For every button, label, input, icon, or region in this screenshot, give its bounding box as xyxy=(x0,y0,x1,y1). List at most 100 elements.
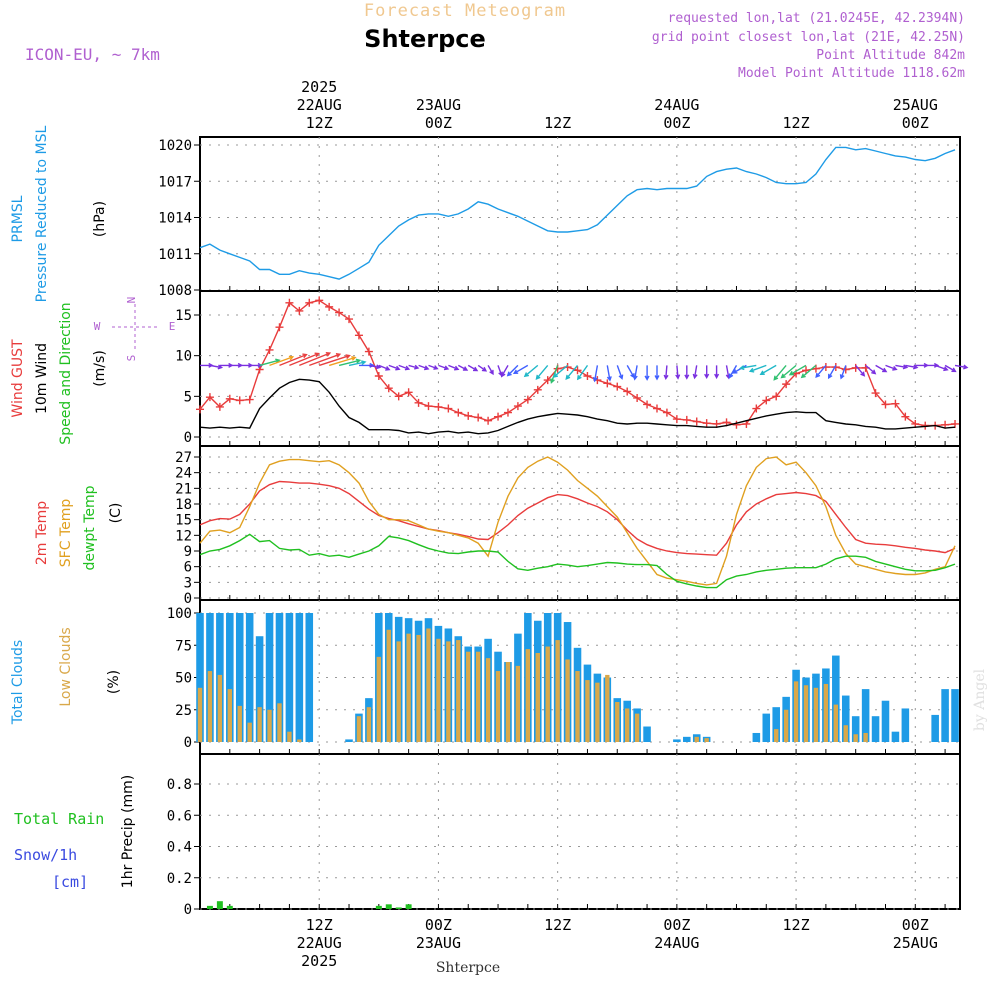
total-clouds-bar xyxy=(901,708,910,742)
temperature-ytick-label: 24 xyxy=(175,466,192,482)
temperature-ytick-label: 21 xyxy=(175,481,192,497)
total-clouds-bar xyxy=(235,613,244,742)
total-clouds-bar xyxy=(752,732,761,742)
low-clouds-bar xyxy=(247,722,252,742)
wind-direction-arrow xyxy=(748,364,767,373)
gust-marker xyxy=(295,306,304,315)
wind-direction-arrow xyxy=(328,356,357,367)
bottom-time-label: 12Z xyxy=(783,916,810,934)
temperature-series-line xyxy=(199,480,956,556)
low-clouds-bar xyxy=(853,734,858,742)
low-clouds-bar xyxy=(555,640,560,742)
top-time-label: 12Z xyxy=(306,114,333,132)
precip-ytick-label: 0.4 xyxy=(167,840,192,856)
compass-west: W xyxy=(94,320,101,333)
wind-direction-arrow xyxy=(885,364,898,371)
clouds-ytick-label: 100 xyxy=(167,606,192,622)
gust-marker xyxy=(951,419,960,428)
total-clouds-bar xyxy=(951,689,959,742)
wind-direction-arrow xyxy=(684,365,690,380)
clouds-label-low: Low Clouds xyxy=(58,627,74,706)
low-clouds-bar xyxy=(634,713,640,742)
bottom-time-label: 00Z xyxy=(425,916,452,934)
total-clouds-bar xyxy=(673,739,681,742)
gust-marker xyxy=(345,315,354,324)
low-clouds-bar xyxy=(376,656,382,742)
bottom-time-label: 12Z xyxy=(544,916,571,934)
top-time-label: 23AUG xyxy=(416,96,461,114)
wind-ytick-label: 15 xyxy=(175,308,192,324)
info-line-2: grid point closest lon,lat (21E, 42.25N) xyxy=(652,30,965,45)
low-clouds-bar xyxy=(565,659,570,742)
compass-south: S xyxy=(125,355,138,362)
info-line-1: requested lon,lat (21.0245E, 42.2394N) xyxy=(668,11,965,26)
low-clouds-bar xyxy=(793,681,799,742)
gust-marker xyxy=(603,379,612,388)
low-clouds-bar xyxy=(406,633,411,742)
clouds-ytick-label: 50 xyxy=(175,671,192,687)
gust-marker xyxy=(265,345,274,354)
low-clouds-bar xyxy=(774,729,779,742)
wind-direction-arrow xyxy=(398,364,411,371)
total-clouds-bar xyxy=(931,714,939,742)
low-clouds-bar xyxy=(277,703,282,742)
temp-label-sfc: SFC Temp xyxy=(58,499,74,568)
temp-label-2m: 2m Temp xyxy=(34,501,50,565)
low-clouds-bar xyxy=(456,640,461,742)
low-clouds-bar xyxy=(416,634,421,742)
gust-marker xyxy=(484,416,493,425)
wind-direction-arrow xyxy=(739,364,757,371)
low-clouds-bar xyxy=(575,671,580,742)
total-clouds-bar xyxy=(196,613,204,742)
compass-east: E xyxy=(169,320,176,333)
wind-direction-arrow xyxy=(839,365,847,380)
precip-legend-unit: [cm] xyxy=(52,873,88,891)
low-clouds-bar xyxy=(217,674,223,742)
total-clouds-bar xyxy=(891,731,900,742)
wind-direction-arrow xyxy=(692,365,698,380)
temperature-ytick-label: 18 xyxy=(175,497,192,513)
wind-series-line xyxy=(199,378,956,435)
temperature-ytick-label: 6 xyxy=(184,560,192,576)
gust-marker xyxy=(692,417,701,426)
wind-direction-arrow xyxy=(408,364,420,370)
wind-direction-arrow xyxy=(759,364,777,376)
gust-marker xyxy=(325,302,334,311)
gust-marker xyxy=(573,366,582,375)
wind-direction-arrow xyxy=(448,364,460,371)
gust-marker xyxy=(901,412,910,421)
low-clouds-bar xyxy=(386,629,391,742)
low-clouds-bar xyxy=(436,638,441,742)
low-clouds-bar xyxy=(297,739,302,742)
gust-marker xyxy=(533,385,542,394)
wind-direction-arrow xyxy=(865,364,877,375)
precip-ytick-label: 0 xyxy=(184,902,192,918)
gust-marker xyxy=(285,298,294,307)
wind-ytick-label: 10 xyxy=(175,349,192,365)
clouds-panel: 0 25 50 75 100 Total Clouds Low Clouds (%) xyxy=(10,599,961,755)
wind-direction-arrow xyxy=(732,364,747,374)
wind-direction-arrow xyxy=(895,364,909,370)
compass-cross xyxy=(112,304,160,352)
pressure-series-line xyxy=(199,146,956,280)
gust-marker xyxy=(235,396,244,405)
gust-marker xyxy=(454,408,463,417)
rain-bar xyxy=(375,905,382,909)
gust-marker xyxy=(583,372,592,380)
wind-direction-arrow xyxy=(269,355,295,367)
gust-marker xyxy=(404,388,413,397)
top-time-label: 22AUG xyxy=(297,96,342,114)
wind-direction-arrow xyxy=(626,365,635,379)
rain-bar xyxy=(385,904,392,909)
low-clouds-bar xyxy=(207,671,213,742)
gust-marker xyxy=(523,395,532,404)
wind-direction-arrow xyxy=(348,360,367,367)
temperature-ytick-label: 12 xyxy=(175,528,192,544)
temp-label-dewpt: dewpt Temp xyxy=(82,485,98,570)
total-clouds-bar xyxy=(643,726,651,742)
low-clouds-bar xyxy=(356,716,362,742)
gust-marker xyxy=(215,402,224,411)
wind-direction-arrow xyxy=(438,364,450,371)
